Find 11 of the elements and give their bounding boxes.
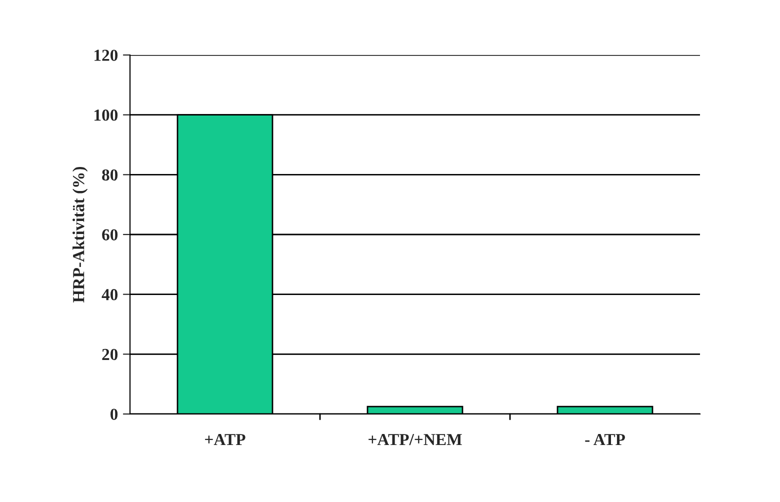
y-tick-label: 40 [102,289,118,300]
y-tick-label: 60 [102,229,118,240]
y-axis-title: HRP-Aktivität (%) [72,166,88,302]
x-tick-label: - ATP [585,434,625,446]
y-tick-label: 0 [110,408,118,420]
x-tick-label: +ATP/+NEM [368,434,462,446]
x-tick-label: +ATP [205,434,246,446]
y-tick-label: 20 [102,348,118,360]
y-tick-label: 100 [94,110,118,121]
y-tick-label: 80 [102,169,118,181]
y-tick-label: 120 [94,50,118,61]
